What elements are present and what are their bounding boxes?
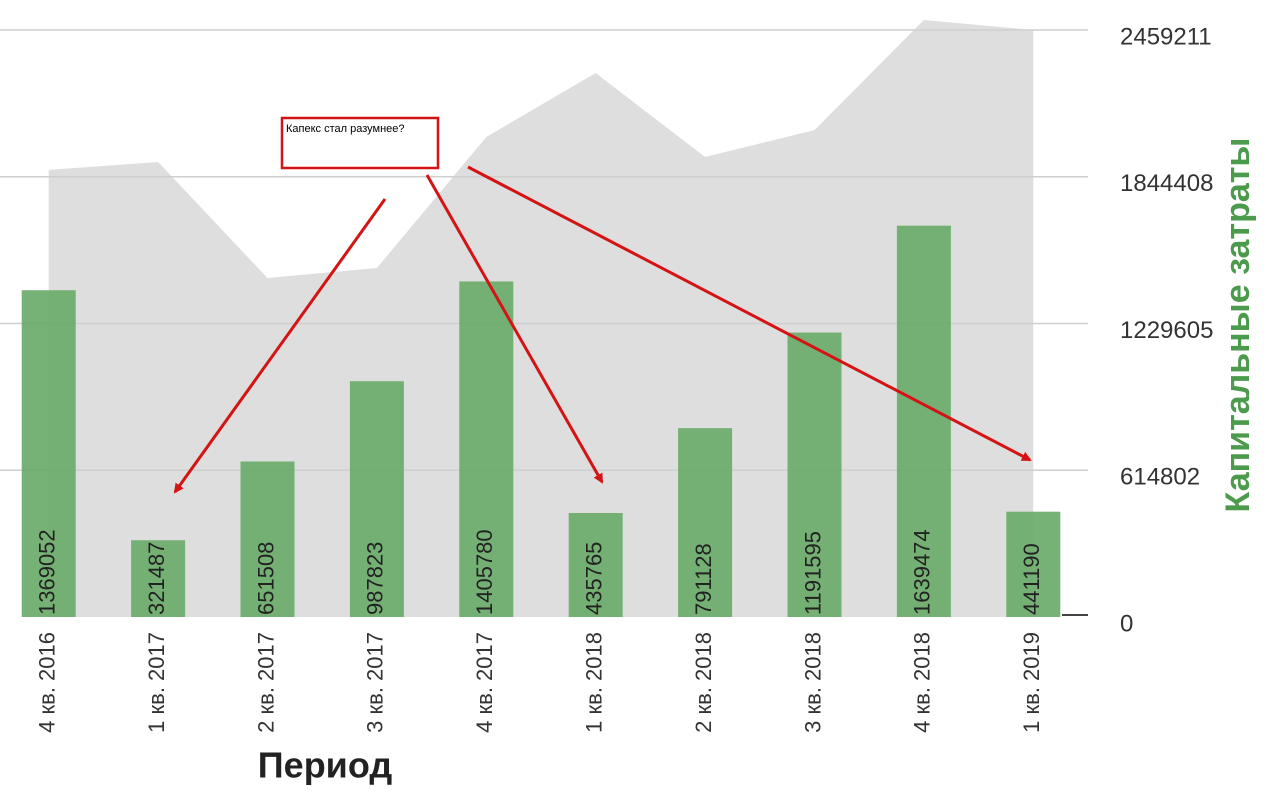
- data-label: 1405780: [472, 529, 497, 615]
- annotation-box: [280, 116, 440, 170]
- plot-area: 0 614802 1229605 1844408 2459211 1369052 32148…: [0, 20, 1213, 733]
- x-tick-label: 1 кв. 2018: [582, 632, 607, 733]
- annotation: Капекс стал разумнее?: [173, 116, 1032, 494]
- x-axis-title: Период: [258, 745, 393, 786]
- annotation-text-box: Капекс стал разумнее?: [286, 123, 405, 135]
- x-tick-label: 4 кв. 2018: [910, 632, 935, 733]
- data-label: 435765: [582, 542, 607, 615]
- bar: [349, 381, 404, 617]
- annotation-text: Капекс стал разумнее?: [286, 123, 405, 135]
- arrow: [425, 174, 604, 484]
- y-tick-label: 2459211: [1120, 23, 1212, 50]
- data-label: 1369052: [35, 529, 60, 615]
- x-tick-label: 4 кв. 2017: [472, 632, 497, 733]
- bar: [678, 428, 733, 617]
- arrow: [467, 165, 1032, 462]
- y-tick-label: 614802: [1120, 464, 1200, 491]
- x-tick-label: 1 кв. 2017: [144, 632, 169, 733]
- y-tick-label: 1844408: [1120, 170, 1213, 197]
- x-tick-label: 4 кв. 2016: [35, 632, 60, 733]
- data-label: 321487: [144, 542, 169, 615]
- y-tick-label: 1229605: [1120, 317, 1213, 344]
- data-label: 1191595: [800, 531, 825, 615]
- y-tick-label: 0: [1120, 610, 1133, 637]
- bar: [240, 461, 295, 617]
- bar: [1006, 511, 1061, 617]
- area: [48, 20, 1034, 617]
- data-label: 1639474: [910, 529, 935, 615]
- x-tick-label: 2 кв. 2017: [253, 632, 278, 733]
- data-label: 791128: [691, 543, 716, 615]
- bar: [21, 290, 76, 617]
- arrow: [173, 198, 387, 494]
- bar: [568, 512, 623, 617]
- x-tick-label: 1 кв. 2019: [1019, 632, 1044, 733]
- data-label: 651508: [253, 542, 278, 615]
- x-tick-label: 2 кв. 2018: [691, 632, 716, 733]
- bar: [896, 225, 951, 617]
- y-axis-title: Капитальные затраты: [1219, 138, 1257, 513]
- bar: [459, 281, 514, 617]
- bar: [787, 332, 842, 617]
- data-label: 441190: [1019, 543, 1044, 615]
- x-tick-label: 3 кв. 2017: [363, 632, 388, 733]
- bar: [131, 540, 186, 617]
- x-tick-label: 3 кв. 2018: [800, 632, 825, 733]
- data-label: 987823: [363, 542, 388, 615]
